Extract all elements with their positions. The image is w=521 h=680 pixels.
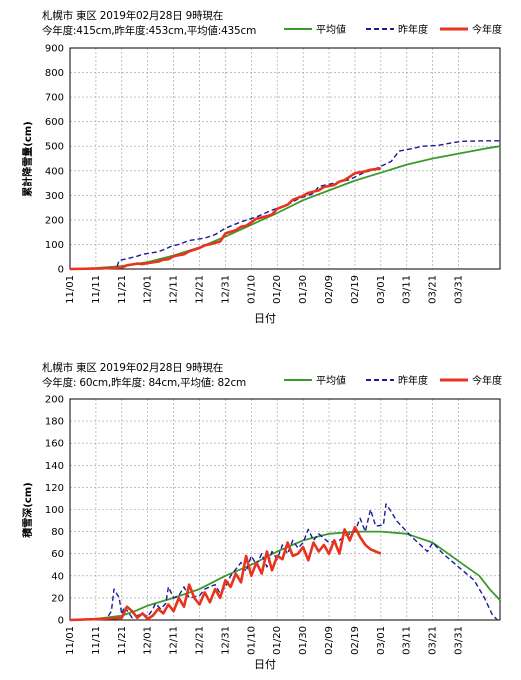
x-tick-label: 02/09	[324, 275, 335, 304]
x-tick-label: 11/21	[117, 275, 128, 304]
legend-label-average: 平均値	[316, 23, 346, 36]
y-tick-label: 60	[51, 549, 64, 560]
y-tick-label: 80	[51, 527, 64, 538]
x-tick-label: 03/01	[376, 626, 387, 655]
y-tick-label: 180	[45, 417, 64, 428]
y-tick-label: 0	[58, 265, 64, 276]
x-tick-label: 01/20	[272, 626, 283, 655]
x-tick-label: 01/10	[246, 626, 257, 655]
y-tick-label: 100	[45, 240, 64, 251]
x-tick-label: 02/09	[324, 626, 335, 655]
x-tick-label: 03/01	[376, 275, 387, 304]
x-tick-label: 11/11	[91, 626, 102, 655]
y-tick-label: 160	[45, 439, 64, 450]
x-tick-label: 12/11	[169, 275, 180, 304]
legend-label-last-year: 昨年度	[398, 374, 428, 387]
y-tick-label: 700	[45, 93, 64, 104]
series-line-this-year	[69, 167, 382, 271]
x-tick-label: 12/01	[143, 275, 154, 304]
y-tick-label: 100	[45, 505, 64, 516]
plot-area-frame	[69, 398, 501, 621]
snowfall-chart-panel: 札幌市 東区 2019年02月28日 9時現在 今年度:415cm,昨年度:45…	[21, 10, 502, 325]
y-tick-label: 200	[45, 215, 64, 226]
x-tick-label: 03/11	[402, 626, 413, 655]
snowfall-chart: 0 100 200 300 400 500 600 700 800 900 11/01 11/11 11…	[21, 23, 502, 325]
y-tick-label: 40	[51, 571, 64, 582]
y-axis-label: 積雪深(cm)	[21, 482, 34, 539]
x-tick-label: 12/11	[169, 626, 180, 655]
x-tick-label: 03/31	[454, 626, 465, 655]
y-tick-label: 900	[45, 44, 64, 55]
y-tick-label: 0	[58, 616, 64, 627]
x-tick-label: 12/21	[195, 626, 206, 655]
chart-header-line1: 札幌市 東区 2019年02月28日 9時現在	[42, 362, 224, 374]
x-axis-label: 日付	[254, 658, 276, 671]
x-tick-label: 03/31	[454, 275, 465, 304]
y-tick-label: 200	[45, 395, 64, 406]
x-tick-label: 12/31	[220, 275, 231, 304]
legend-label-average: 平均値	[316, 374, 346, 387]
legend-label-this-year: 今年度	[472, 374, 502, 387]
x-tick-label: 02/19	[350, 275, 361, 304]
x-tick-label: 03/21	[428, 275, 439, 304]
x-tick-label: 01/30	[298, 626, 309, 655]
chart-header-line2: 今年度:415cm,昨年度:453cm,平均値:435cm	[42, 25, 257, 37]
series-line-this-year	[69, 525, 382, 622]
y-tick-label: 300	[45, 191, 64, 202]
x-tick-label: 12/21	[195, 275, 206, 304]
x-tick-label: 03/11	[402, 275, 413, 304]
legend-label-this-year: 今年度	[472, 23, 502, 36]
x-tick-label: 11/21	[117, 626, 128, 655]
x-tick-label: 11/01	[65, 275, 76, 304]
plot-area-frame	[69, 47, 501, 270]
chart-header-line2: 今年度: 60cm,昨年度: 84cm,平均値: 82cm	[42, 377, 247, 389]
y-tick-label: 140	[45, 461, 64, 472]
x-tick-label: 01/20	[272, 275, 283, 304]
legend-label-last-year: 昨年度	[398, 23, 428, 36]
y-axis-label: 累計降雪量(cm)	[21, 121, 34, 197]
y-tick-label: 600	[45, 117, 64, 128]
series-line-last-year	[69, 140, 500, 270]
x-tick-label: 12/31	[220, 626, 231, 655]
y-tick-label: 500	[45, 142, 64, 153]
x-tick-label: 12/01	[143, 626, 154, 655]
y-tick-label: 20	[51, 593, 64, 604]
x-tick-label: 03/21	[428, 626, 439, 655]
x-tick-label: 01/30	[298, 275, 309, 304]
y-tick-label: 800	[45, 68, 64, 79]
chart-header-line1: 札幌市 東区 2019年02月28日 9時現在	[42, 10, 224, 22]
x-tick-label: 02/19	[350, 626, 361, 655]
series-line-last-year	[69, 503, 498, 621]
y-tick-label: 120	[45, 483, 64, 494]
x-tick-label: 11/01	[65, 626, 76, 655]
y-tick-label: 400	[45, 166, 64, 177]
x-tick-label: 11/11	[91, 275, 102, 304]
x-tick-label: 01/10	[246, 275, 257, 304]
x-axis-label: 日付	[254, 312, 276, 325]
